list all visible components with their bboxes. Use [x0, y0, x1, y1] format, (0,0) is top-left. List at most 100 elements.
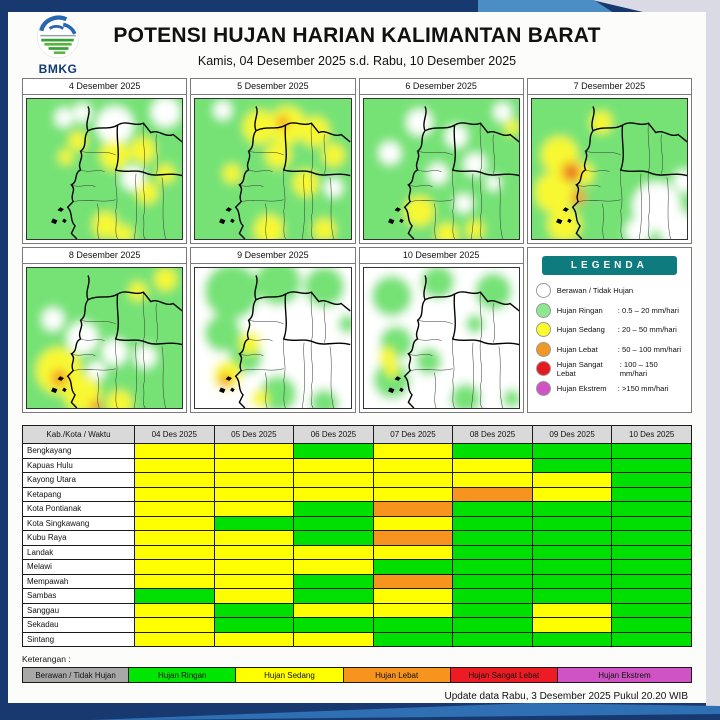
table-row: Kapuas Hulu — [22, 457, 692, 473]
rain-map — [195, 268, 351, 408]
header: BMKG POTENSI HUJAN HARIAN KALIMANTAN BAR… — [8, 12, 706, 76]
forecast-cell-ringan — [611, 486, 692, 502]
region-name-cell: Sekadau — [22, 617, 135, 633]
forecast-cell-ringan — [611, 515, 692, 531]
forecast-cell-ringan — [531, 559, 613, 575]
legend-item-label: Hujan Sangat Lebat — [556, 359, 603, 378]
top-blue-ribbon — [478, 0, 614, 13]
table-column-header: 10 Des 2025 — [611, 425, 692, 444]
rain-map — [195, 99, 351, 239]
region-name-cell: Kubu Raya — [22, 530, 135, 546]
legend-title: LEGENDA — [541, 256, 677, 275]
forecast-cell-ringan — [293, 573, 374, 589]
keterangan-segment: Hujan Sangat Lebat — [450, 667, 558, 683]
forecast-cell-sedang — [372, 486, 454, 502]
forecast-cell-sedang — [213, 501, 295, 517]
map-panel: 6 Desember 2025 — [358, 78, 524, 244]
map-panel: 5 Desember 2025 — [190, 78, 356, 244]
forecast-cell-ringan — [452, 544, 533, 560]
keterangan-segment: Hujan Lebat — [343, 667, 451, 683]
forecast-cell-sedang — [293, 631, 374, 647]
forecast-cell-ringan — [611, 573, 692, 589]
map-panel: 7 Desember 2025 — [526, 78, 692, 244]
table-row: Kayong Utara — [22, 472, 692, 488]
keterangan-label: Keterangan : — [22, 654, 71, 664]
table-row: Sekadau — [22, 617, 692, 633]
map-panel-title: 5 Desember 2025 — [191, 79, 355, 95]
forecast-cell-sedang — [372, 544, 454, 560]
map-box — [194, 98, 352, 240]
forecast-cell-ringan — [293, 515, 374, 531]
legend-item: Hujan Sedang : 20 – 50 mm/hari — [535, 320, 683, 340]
region-name-cell: Kapuas Hulu — [22, 457, 135, 473]
forecast-cell-ringan — [611, 443, 692, 459]
forecast-cell-sedang — [452, 472, 533, 488]
forecast-cell-ringan — [611, 602, 692, 618]
map-panel: 9 Desember 2025 — [190, 247, 356, 413]
keterangan-segment: Hujan Ekstrem — [557, 667, 692, 683]
table-row: Sanggau — [22, 602, 692, 618]
forecast-cell-ringan — [611, 501, 692, 517]
region-name-cell: Sambas — [22, 588, 135, 604]
forecast-cell-sedang — [531, 472, 613, 488]
forecast-cell-sedang — [213, 486, 295, 502]
legend-item-label: Hujan Sedang — [556, 325, 605, 335]
region-name-cell: Sanggau — [22, 602, 135, 618]
forecast-cell-sedang — [293, 559, 374, 575]
legend-panel: LEGENDA Berawan / Tidak Hujan Hujan Ringa… — [526, 247, 692, 413]
forecast-cell-sedang — [372, 515, 454, 531]
region-name-cell: Bengkayang — [22, 443, 135, 459]
forecast-cell-sedang — [134, 530, 215, 546]
forecast-cell-ringan — [611, 472, 692, 488]
forecast-cell-ringan — [531, 530, 613, 546]
right-gray-strip — [706, 0, 720, 706]
map-panel: 4 Desember 2025 — [22, 78, 188, 244]
keterangan-segment-label: Hujan Ekstrem — [598, 670, 651, 680]
region-name-cell: Sintang — [22, 631, 135, 647]
forecast-cell-sedang — [213, 573, 295, 589]
map-box — [530, 98, 688, 240]
legend-color-dot — [535, 283, 551, 299]
rain-map — [531, 99, 687, 239]
forecast-cell-lebat — [372, 501, 454, 517]
legend-item: Hujan Lebat : 50 – 100 mm/hari — [535, 340, 683, 360]
legend-items: Berawan / Tidak Hujan Hujan Ringan: 0.5 –… — [535, 281, 683, 398]
forecast-cell-ringan — [293, 617, 374, 633]
forecast-cell-ringan — [293, 443, 374, 459]
legend-item-range: : 0.5 – 20 mm/hari — [617, 305, 679, 315]
legend-item-range: : 100 – 150 mm/hari — [619, 359, 658, 378]
region-name-cell: Landak — [22, 544, 135, 560]
forecast-cell-sedang — [134, 443, 215, 459]
keterangan-segment-label: Hujan Sangat Lebat — [468, 670, 540, 680]
forecast-cell-ringan — [531, 544, 613, 560]
forecast-cell-ringan — [372, 631, 454, 647]
table-column-header: 06 Des 2025 — [293, 425, 374, 444]
forecast-cell-sedang — [293, 544, 374, 560]
map-grid: 4 Desember 2025 5 Desember 2025 6 Desember… — [22, 78, 692, 413]
bottom-blue-ribbon — [92, 703, 720, 720]
map-box — [26, 267, 184, 409]
legend-item-range: : 50 – 100 mm/hari — [617, 344, 682, 354]
legend-item-label: Hujan Lebat — [556, 344, 598, 354]
map-panel-title: 4 Desember 2025 — [23, 79, 187, 95]
legend-item-range: : 20 – 50 mm/hari — [617, 325, 677, 335]
table-column-header: 09 Des 2025 — [531, 425, 613, 444]
forecast-cell-sedang — [134, 457, 215, 473]
map-box — [194, 267, 352, 409]
bmkg-logo-text: BMKG — [38, 62, 78, 76]
keterangan-segment-label: Hujan Lebat — [375, 670, 419, 680]
rain-map — [363, 99, 519, 239]
keterangan-color-bar: Berawan / Tidak Hujan Hujan Ringan Hujan S… — [22, 667, 692, 683]
region-name-cell: Kota Pontianak — [22, 501, 135, 517]
forecast-cell-sedang — [531, 602, 613, 618]
legend-color-dot — [535, 341, 551, 357]
rain-map — [27, 268, 183, 408]
map-panel-title: 7 Desember 2025 — [527, 79, 691, 95]
forecast-cell-ringan — [611, 617, 692, 633]
table-row: Landak — [22, 544, 692, 560]
map-panel-title: 10 Desember 2025 — [359, 248, 523, 264]
legend-item: Berawan / Tidak Hujan — [535, 281, 683, 301]
legend-color-dot — [535, 322, 551, 338]
table-row: Bengkayang — [22, 443, 692, 459]
